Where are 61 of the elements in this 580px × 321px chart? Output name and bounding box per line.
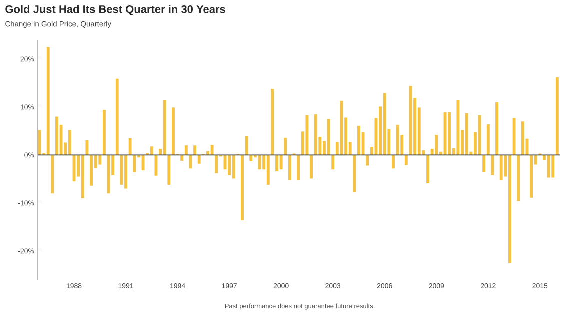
bar <box>383 93 386 156</box>
bar <box>306 115 309 156</box>
bar <box>547 155 550 178</box>
bar <box>266 155 270 185</box>
bar <box>404 155 408 166</box>
bar <box>288 155 292 180</box>
bar <box>340 100 344 156</box>
bar <box>521 122 524 156</box>
bar <box>530 155 534 198</box>
bar <box>482 155 486 172</box>
bar <box>456 100 460 156</box>
bar <box>81 155 84 198</box>
bar <box>491 155 494 176</box>
bar <box>184 146 188 156</box>
bar <box>486 124 490 156</box>
bar <box>172 108 175 156</box>
bar <box>310 155 313 179</box>
bar <box>194 146 196 156</box>
bar <box>556 77 559 156</box>
bar <box>552 155 555 178</box>
bar <box>314 114 318 156</box>
bar <box>396 124 400 156</box>
bar <box>51 155 54 194</box>
bar <box>198 155 201 164</box>
chart-title: Gold Just Had Its Best Quarter in 30 Years <box>6 5 226 16</box>
bar <box>517 155 520 202</box>
bar <box>133 155 136 172</box>
bar <box>241 155 244 220</box>
bar <box>228 155 232 176</box>
bar <box>154 155 158 176</box>
bar <box>448 112 452 156</box>
bar <box>46 47 50 156</box>
bar <box>245 136 248 156</box>
bar <box>102 110 106 156</box>
bar <box>465 113 468 156</box>
bar <box>68 130 72 156</box>
bar <box>426 155 430 184</box>
bar <box>500 155 503 180</box>
bar <box>353 155 356 192</box>
bar <box>496 102 498 156</box>
bar <box>168 155 171 185</box>
bar <box>332 155 335 170</box>
bar <box>250 155 253 162</box>
bar <box>98 155 102 165</box>
bar <box>297 155 300 180</box>
bar <box>271 88 274 156</box>
bar <box>163 100 166 156</box>
bar <box>215 155 218 174</box>
bar <box>232 155 236 179</box>
bar <box>284 138 288 156</box>
bar <box>120 155 124 185</box>
bar <box>116 78 119 156</box>
bar <box>150 146 154 156</box>
bar <box>280 155 283 170</box>
bar <box>392 155 395 169</box>
bar <box>435 135 438 156</box>
bar <box>366 155 370 166</box>
bar <box>128 138 132 156</box>
bar <box>180 155 184 161</box>
bar <box>210 145 214 156</box>
bar <box>86 140 89 156</box>
